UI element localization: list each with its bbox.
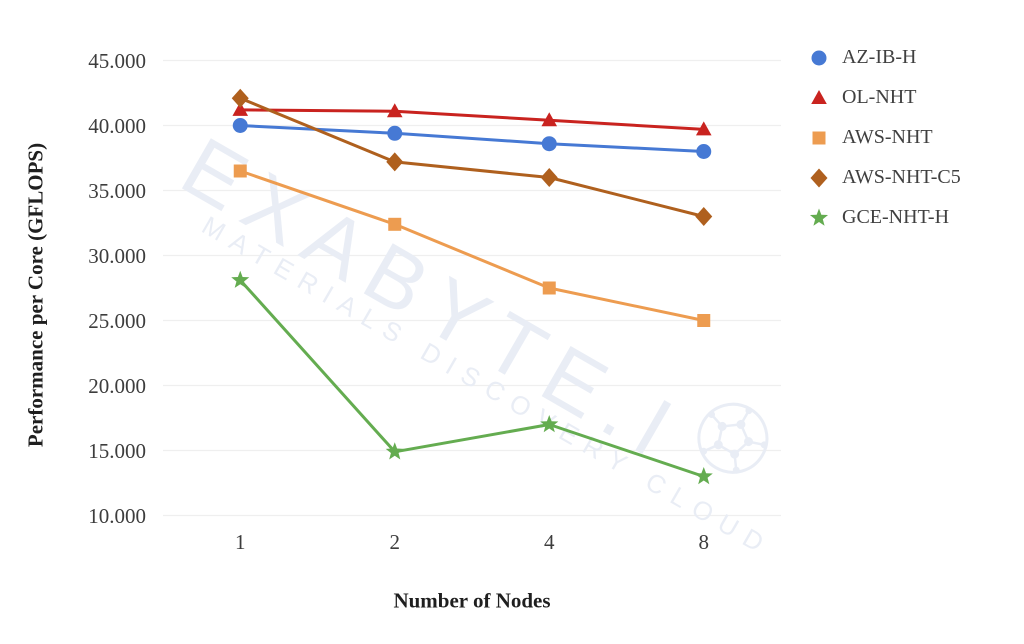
y-tick-label: 45.000 — [88, 48, 146, 73]
legend-diamond-icon — [810, 168, 828, 188]
x-tick-label: 4 — [544, 530, 555, 554]
x-tick-label: 8 — [698, 530, 710, 554]
legend-star-icon — [809, 208, 829, 226]
legend-triangle-icon — [811, 90, 827, 104]
y-tick-label: 40.000 — [88, 113, 146, 138]
legend-label: OL-NHT — [842, 85, 917, 108]
ball-logo-icon — [697, 402, 769, 474]
x-tick-label: 1 — [235, 530, 246, 554]
series-marker-az-ib-h — [387, 125, 403, 141]
legend-item-ol-nht: OL-NHT — [806, 84, 961, 110]
y-axis-title: Performance per Core (GFLOPS) — [23, 142, 48, 448]
legend-item-gce-nht-h: GCE-NHT-H — [806, 204, 961, 230]
series-marker-aws-nht-c5 — [231, 88, 249, 108]
y-tick-label: 10.000 — [88, 503, 146, 528]
x-tick-label: 2 — [389, 530, 401, 554]
series-marker-gce-nht-h — [231, 270, 250, 288]
series-marker-aws-nht-c5 — [540, 168, 558, 187]
legend-label: AWS-NHT — [842, 125, 933, 148]
series-marker-aws-nht — [542, 281, 556, 295]
legend-circle-icon — [811, 50, 827, 66]
series-marker-ol-nht — [695, 121, 712, 136]
series-marker-gce-nht-h — [385, 442, 404, 460]
series-marker-aws-nht — [697, 314, 711, 327]
series-line-az-ib-h — [238, 124, 706, 153]
series-marker-az-ib-h — [541, 136, 557, 152]
y-tick-label: 35.000 — [88, 178, 146, 203]
series-marker-az-ib-h — [696, 144, 712, 159]
legend-label: GCE-NHT-H — [842, 205, 950, 228]
series-line-aws-nht — [238, 169, 706, 322]
legend-label: AZ-IB-H — [842, 45, 917, 68]
legend-item-aws-nht-c5: AWS-NHT-C5 — [806, 164, 961, 190]
series-line-ol-nht — [238, 108, 706, 131]
y-tick-label: 30.000 — [88, 243, 146, 268]
legend-label: AWS-NHT-C5 — [842, 165, 961, 188]
series-line-gce-nht-h — [238, 278, 706, 478]
series-line-aws-nht-c5 — [238, 96, 706, 218]
series-marker-gce-nht-h — [540, 415, 559, 433]
series-marker-aws-nht-c5 — [695, 207, 713, 226]
series-marker-az-ib-h — [232, 118, 248, 133]
series-marker-ol-nht — [386, 103, 403, 118]
series-marker-aws-nht-c5 — [386, 152, 404, 172]
series-marker-ol-nht — [541, 112, 558, 127]
legend: AZ-IB-H OL-NHT AWS-NHT AWS-NHT-C5 GCE-NHT-H — [806, 44, 961, 244]
series-marker-ol-nht — [232, 101, 249, 116]
y-tick-label: 15.000 — [88, 438, 146, 463]
series-marker-gce-nht-h — [694, 467, 713, 485]
legend-item-aws-nht: AWS-NHT — [806, 124, 961, 150]
x-axis-title: Number of Nodes — [393, 588, 551, 613]
series-marker-aws-nht — [233, 164, 247, 178]
legend-square-icon — [812, 131, 826, 145]
legend-item-az-ib-h: AZ-IB-H — [806, 44, 961, 70]
series-marker-aws-nht — [388, 217, 402, 231]
watermark-brand-text: EXABYTE.I — [166, 100, 786, 526]
y-tick-label: 20.000 — [88, 373, 146, 398]
y-tick-label: 25.000 — [88, 308, 146, 333]
